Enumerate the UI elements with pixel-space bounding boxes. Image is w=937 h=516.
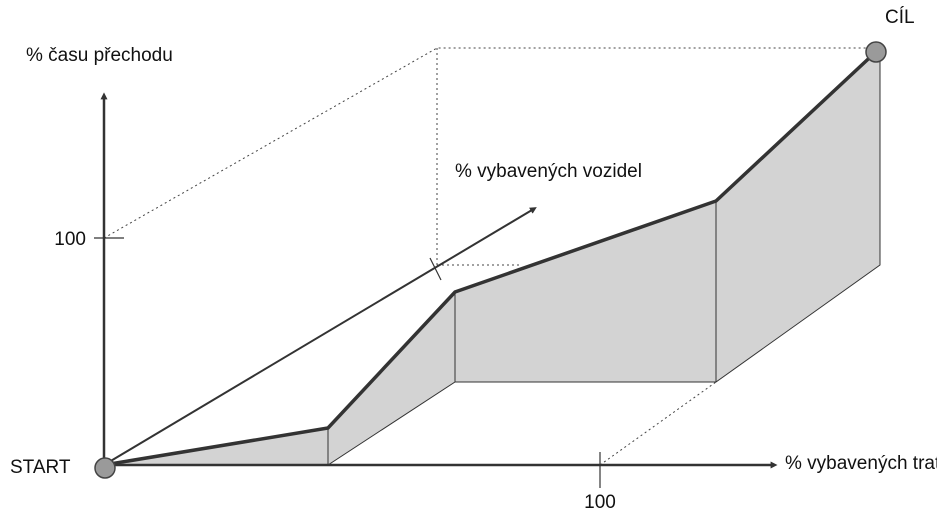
end-label: CÍL: [885, 7, 915, 28]
start-label: START: [10, 457, 71, 478]
y-tick-label: 100: [54, 229, 86, 250]
axes: [100, 92, 778, 469]
x-tick-label: 100: [584, 492, 616, 513]
path-line: [103, 46, 882, 467]
tick: [429, 257, 442, 281]
surface: [103, 46, 881, 466]
z-axis: [103, 207, 537, 466]
ticks: [94, 237, 601, 488]
y-axis-label: % času přechodu: [26, 45, 173, 66]
guides: [103, 47, 876, 466]
end-point: [865, 41, 887, 63]
guide-line: [599, 381, 717, 466]
x-axis-label: % vybavených tratí: [785, 453, 937, 474]
z-axis-label: % vybavených vozidel: [455, 161, 642, 182]
guide-line: [103, 47, 876, 239]
edges: [327, 48, 881, 465]
start-point: [94, 457, 116, 479]
